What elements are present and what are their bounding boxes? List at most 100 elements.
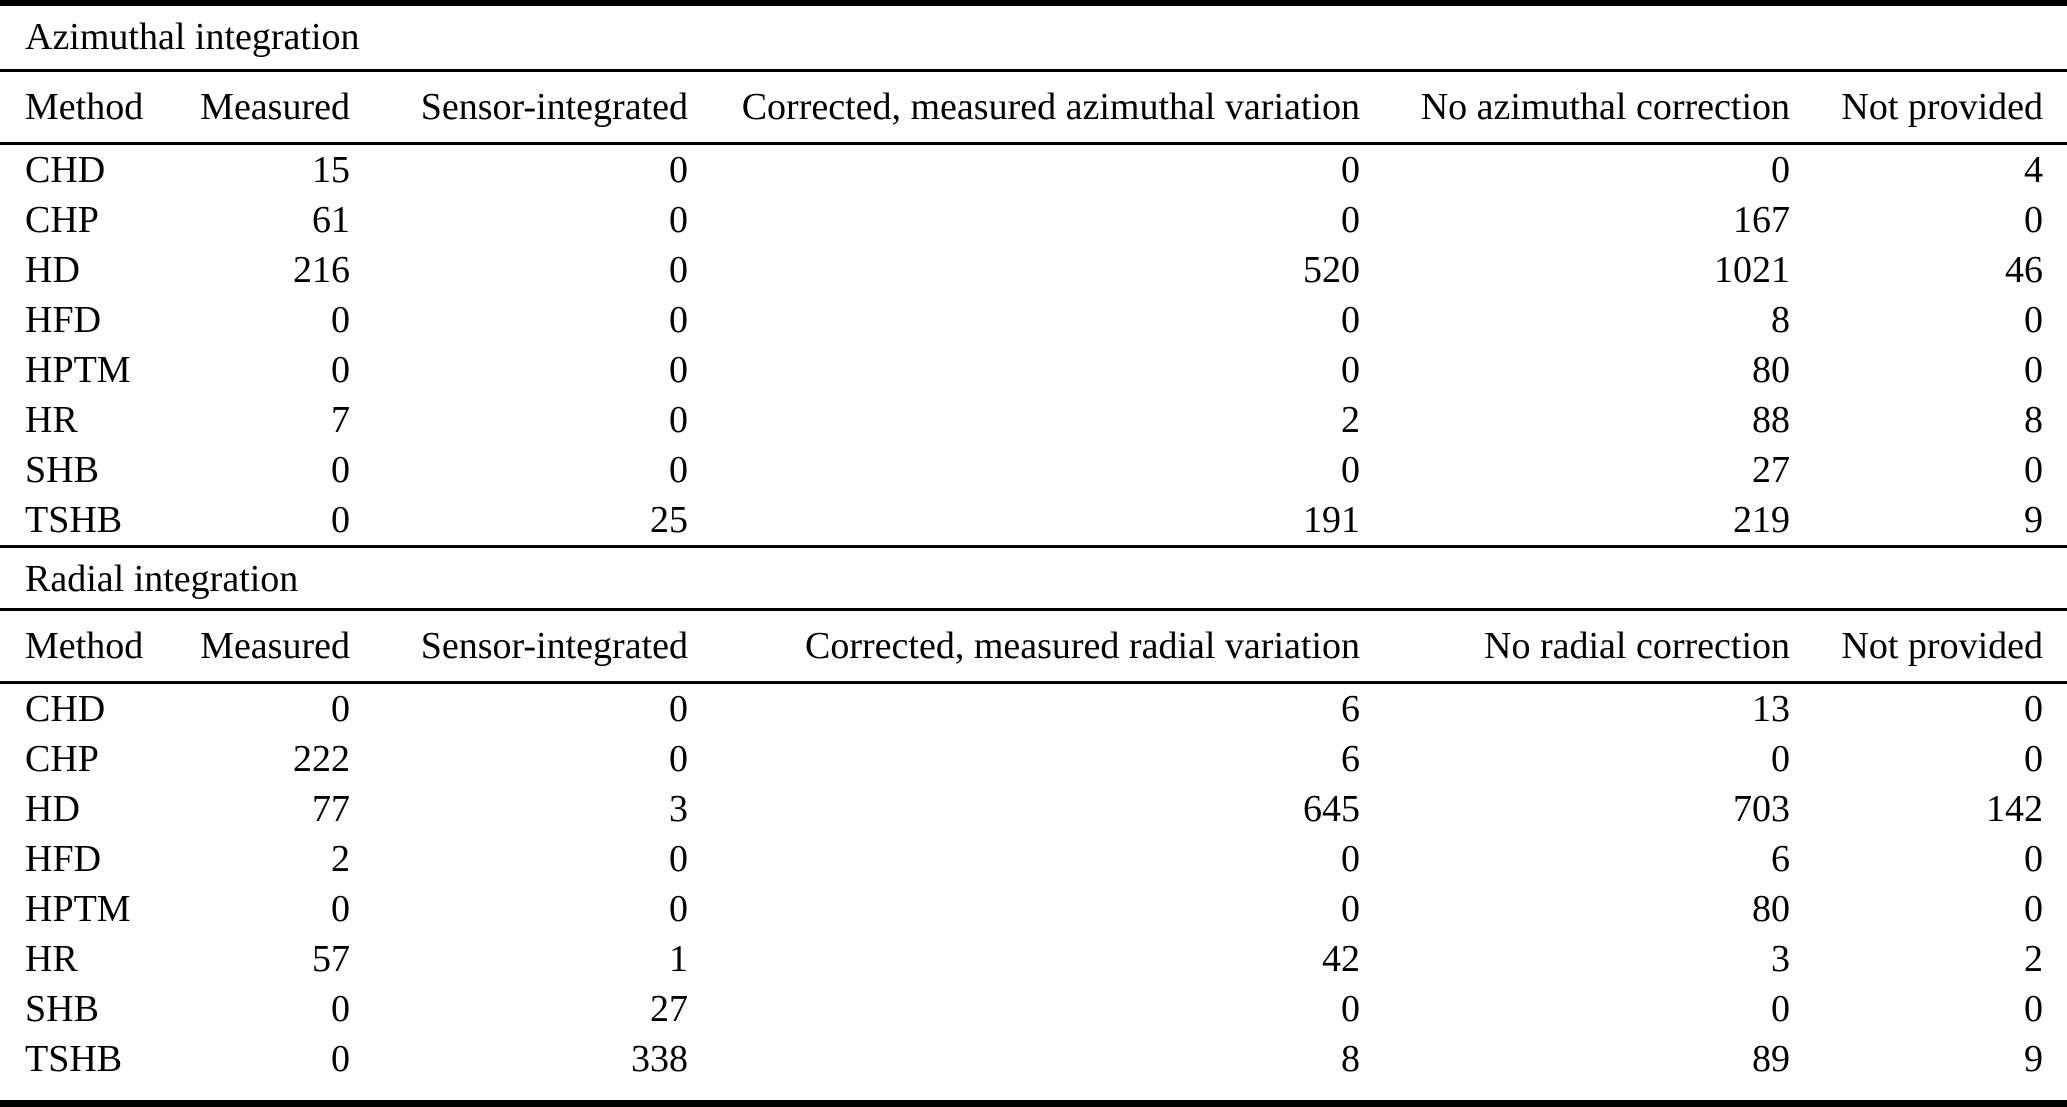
column-header-not-provided: Not provided <box>1790 611 2067 684</box>
corrected-variation-cell: 0 <box>1341 449 1360 491</box>
sensor-integrated-cell: 0 <box>669 199 688 241</box>
no-correction-cell: 703 <box>1733 788 1790 830</box>
not-provided-cell: 0 <box>2024 988 2043 1030</box>
not-provided-cell: 2 <box>2024 938 2043 980</box>
corrected-variation-cell: 6 <box>1341 738 1360 780</box>
no-correction-cell: 80 <box>1752 349 1790 391</box>
corrected-variation-cell: 0 <box>1341 199 1360 241</box>
measured-cell: 7 <box>331 399 350 441</box>
measured-cell: 222 <box>293 738 350 780</box>
not-provided-cell: 0 <box>2024 299 2043 341</box>
no-correction-cell: 6 <box>1771 838 1790 880</box>
measured-cell: 57 <box>312 938 350 980</box>
not-provided-cell: 142 <box>1986 788 2043 830</box>
no-correction-cell: 0 <box>1771 149 1790 191</box>
measured-cell: 15 <box>312 149 350 191</box>
method-cell: CHD <box>25 149 106 191</box>
corrected-variation-cell: 645 <box>1303 788 1360 830</box>
table-row: HD 77 3 645 703 142 <box>0 784 2067 834</box>
column-header-measured: Measured <box>170 72 350 145</box>
table-row: CHD 0 0 6 13 0 <box>0 683 2067 735</box>
radial-table: Method Measured Sensor-integrated Correc… <box>0 611 2067 1084</box>
sensor-integrated-cell: 0 <box>669 349 688 391</box>
table-row: CHD 15 0 0 0 4 <box>0 144 2067 196</box>
table-row: HD 216 0 520 1021 46 <box>0 245 2067 295</box>
not-provided-cell: 0 <box>2024 888 2043 930</box>
measured-cell: 0 <box>331 1038 350 1080</box>
sensor-integrated-cell: 0 <box>669 399 688 441</box>
table-row: HPTM 0 0 0 80 0 <box>0 345 2067 395</box>
no-correction-cell: 0 <box>1771 988 1790 1030</box>
method-cell: TSHB <box>25 1038 123 1080</box>
sensor-integrated-cell: 0 <box>669 738 688 780</box>
table-row: SHB 0 27 0 0 0 <box>0 984 2067 1034</box>
sensor-integrated-cell: 1 <box>669 938 688 980</box>
measured-cell: 0 <box>331 688 350 730</box>
corrected-variation-cell: 6 <box>1341 688 1360 730</box>
header-row: Method Measured Sensor-integrated Correc… <box>0 611 2067 684</box>
method-cell: HD <box>25 788 80 830</box>
measured-cell: 0 <box>331 988 350 1030</box>
azimuthal-integration-section: Azimuthal integration Method Measured Se… <box>0 6 2067 545</box>
table-row: HPTM 0 0 0 80 0 <box>0 884 2067 934</box>
column-header-corrected-variation: Corrected, measured azimuthal variation <box>688 72 1360 145</box>
not-provided-cell: 0 <box>2024 449 2043 491</box>
no-correction-cell: 0 <box>1771 738 1790 780</box>
column-header-no-correction: No radial correction <box>1360 611 1790 684</box>
method-cell: HR <box>25 938 78 980</box>
measured-cell: 77 <box>312 788 350 830</box>
sensor-integrated-cell: 25 <box>650 499 688 541</box>
no-correction-cell: 219 <box>1733 499 1790 541</box>
no-correction-cell: 88 <box>1752 399 1790 441</box>
not-provided-cell: 0 <box>2024 838 2043 880</box>
measured-cell: 216 <box>293 249 350 291</box>
column-header-measured: Measured <box>170 611 350 684</box>
sensor-integrated-cell: 0 <box>669 688 688 730</box>
method-cell: CHD <box>25 688 106 730</box>
method-cell: HD <box>25 249 80 291</box>
not-provided-cell: 9 <box>2024 1038 2043 1080</box>
corrected-variation-cell: 0 <box>1341 988 1360 1030</box>
not-provided-cell: 9 <box>2024 499 2043 541</box>
measured-cell: 0 <box>331 888 350 930</box>
column-header-method: Method <box>0 72 170 145</box>
corrected-variation-cell: 0 <box>1341 299 1360 341</box>
method-cell: HPTM <box>25 888 131 930</box>
not-provided-cell: 4 <box>2024 149 2043 191</box>
column-header-corrected-variation: Corrected, measured radial variation <box>688 611 1360 684</box>
measured-cell: 2 <box>331 838 350 880</box>
sensor-integrated-cell: 0 <box>669 888 688 930</box>
no-correction-cell: 1021 <box>1714 249 1790 291</box>
not-provided-cell: 46 <box>2005 249 2043 291</box>
method-cell: CHP <box>25 738 99 780</box>
measured-cell: 61 <box>312 199 350 241</box>
sensor-integrated-cell: 338 <box>631 1038 688 1080</box>
method-cell: HPTM <box>25 349 131 391</box>
corrected-variation-cell: 520 <box>1303 249 1360 291</box>
sensor-integrated-cell: 3 <box>669 788 688 830</box>
corrected-variation-cell: 0 <box>1341 888 1360 930</box>
table-row: HFD 0 0 0 8 0 <box>0 295 2067 345</box>
sensor-integrated-cell: 0 <box>669 838 688 880</box>
method-cell: TSHB <box>25 499 123 541</box>
sensor-integrated-cell: 27 <box>650 988 688 1030</box>
no-correction-cell: 80 <box>1752 888 1790 930</box>
table-row: SHB 0 0 0 27 0 <box>0 445 2067 495</box>
column-header-no-correction: No azimuthal correction <box>1360 72 1790 145</box>
no-correction-cell: 27 <box>1752 449 1790 491</box>
column-header-not-provided: Not provided <box>1790 72 2067 145</box>
method-cell: SHB <box>25 988 99 1030</box>
table-row: CHP 61 0 0 167 0 <box>0 195 2067 245</box>
measured-cell: 0 <box>331 499 350 541</box>
corrected-variation-cell: 191 <box>1303 499 1360 541</box>
section-title-radial: Radial integration <box>0 545 2067 611</box>
table-row: HFD 2 0 0 6 0 <box>0 834 2067 884</box>
sensor-integrated-cell: 0 <box>669 449 688 491</box>
measured-cell: 0 <box>331 449 350 491</box>
column-header-method: Method <box>0 611 170 684</box>
corrected-variation-cell: 0 <box>1341 149 1360 191</box>
no-correction-cell: 167 <box>1733 199 1790 241</box>
radial-integration-section: Radial integration Method Measured Senso… <box>0 545 2067 1084</box>
method-cell: HFD <box>25 299 102 341</box>
